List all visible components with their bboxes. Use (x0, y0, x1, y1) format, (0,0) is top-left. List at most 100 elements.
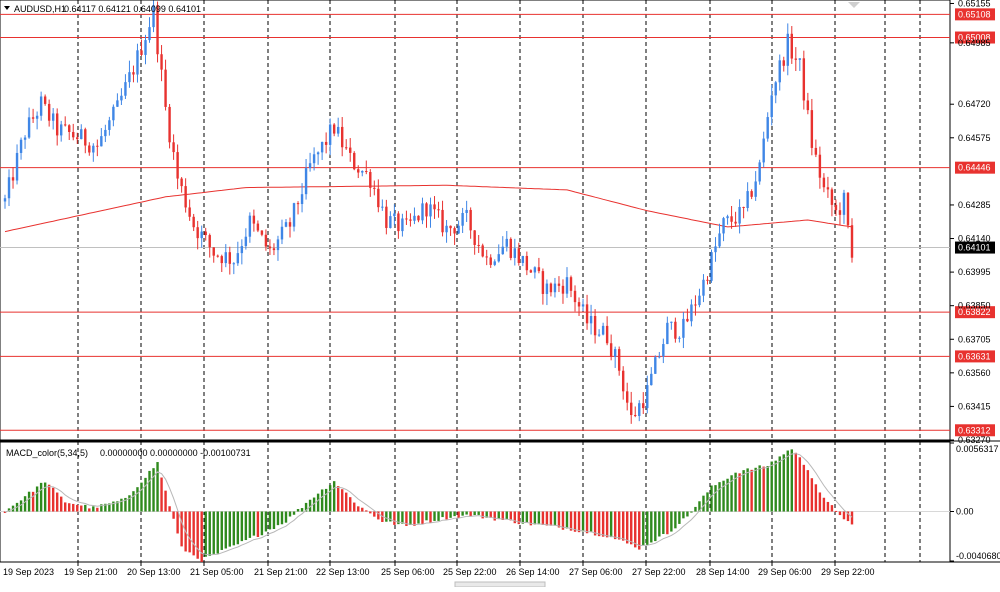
candle (268, 239, 272, 255)
candle (84, 127, 87, 154)
horizontal-scrollbar[interactable] (454, 581, 546, 588)
candle (658, 351, 661, 359)
macd-bar (192, 511, 195, 556)
candle (220, 254, 223, 272)
macd-bar (180, 511, 183, 547)
macd-bar (256, 511, 260, 538)
candle (650, 367, 653, 386)
candle (300, 183, 304, 213)
macd-bar (529, 511, 533, 526)
candle (252, 209, 256, 232)
macd-bar (477, 511, 480, 515)
candle (96, 139, 99, 157)
macd-bar (55, 492, 59, 512)
current-price-tag (955, 241, 995, 254)
time-label: 22 Sep 13:00 (316, 567, 370, 577)
candle (593, 309, 597, 344)
macd-bar (389, 511, 392, 522)
macd-bar (569, 511, 573, 531)
candle (244, 228, 248, 250)
candle (365, 160, 368, 175)
macd-bar (581, 511, 585, 532)
macd-bar (790, 449, 793, 512)
candle (734, 211, 737, 227)
candle (320, 141, 324, 160)
candle (3, 194, 7, 209)
macd-bar (353, 502, 356, 512)
candle (345, 139, 348, 150)
macd-bar (393, 511, 396, 525)
macd-bar (208, 511, 211, 556)
candle (172, 134, 175, 160)
candle (11, 167, 15, 189)
candle (128, 60, 131, 88)
candle (425, 202, 428, 228)
macd-bar (136, 487, 139, 512)
candle (513, 238, 517, 266)
scroll-marker-icon[interactable] (848, 2, 860, 8)
macd-bar (288, 511, 292, 517)
macd-bar (188, 511, 191, 553)
candle (601, 322, 605, 336)
macd-bar (112, 501, 115, 512)
macd-bar (810, 478, 814, 512)
candle (288, 217, 292, 238)
candle (441, 200, 444, 237)
candle (565, 267, 569, 298)
macd-bar (345, 492, 348, 512)
candle (160, 45, 163, 82)
level-price-tag (955, 8, 995, 21)
candle (702, 274, 705, 303)
candle (585, 294, 589, 330)
candle (204, 227, 207, 241)
chevron-down-icon[interactable] (4, 6, 10, 10)
candle (477, 235, 480, 253)
candle (256, 220, 260, 233)
ohlc-values: 0.64117 0.64121 0.64099 0.64101 (64, 4, 201, 14)
macd-bar (802, 464, 806, 512)
candle (168, 103, 171, 149)
candle (276, 235, 280, 261)
macd-tick-label: 0.0056317 (956, 444, 999, 454)
macd-bar (196, 511, 199, 559)
price-axis[interactable]: 0.65155 0.64985 0.64720 0.64575 0.64285 0.641… (950, 0, 991, 445)
macd-bar (609, 511, 613, 538)
macd-bar (557, 511, 561, 528)
candle (798, 58, 802, 71)
main-price-panel[interactable] (0, 0, 951, 441)
macd-bar (822, 497, 826, 512)
candle (473, 230, 476, 255)
macd-bar (457, 511, 460, 518)
macd-bar (248, 511, 252, 538)
candle (429, 197, 432, 228)
macd-bar (365, 510, 368, 512)
candle (786, 23, 789, 76)
macd-bar (108, 503, 111, 512)
candle (762, 131, 765, 168)
macd-bar (497, 511, 500, 520)
candle (830, 187, 834, 217)
candle (678, 336, 681, 343)
macd-bar (200, 511, 203, 562)
candle (802, 50, 806, 110)
candle (505, 231, 508, 252)
candle (148, 17, 151, 43)
price-tick-label: 0.64575 (958, 133, 991, 143)
time-axis[interactable]: 19 Sep 2023 19 Sep 21:00 20 Sep 13:00 21 Se… (3, 562, 875, 577)
macd-bar (638, 511, 641, 550)
candle (750, 189, 753, 200)
time-label: 19 Sep 2023 (3, 567, 54, 577)
macd-bar (453, 511, 456, 517)
candle (437, 201, 440, 218)
macd-bar (92, 506, 95, 512)
candle (726, 214, 729, 225)
macd-bar (204, 511, 207, 557)
macd-bar (774, 460, 777, 512)
candle (469, 207, 472, 239)
macd-bar (228, 511, 232, 547)
price-tick-label: 0.64985 (958, 38, 991, 48)
candle (120, 88, 123, 105)
macd-bar (437, 511, 440, 521)
macd-bar (284, 511, 288, 523)
